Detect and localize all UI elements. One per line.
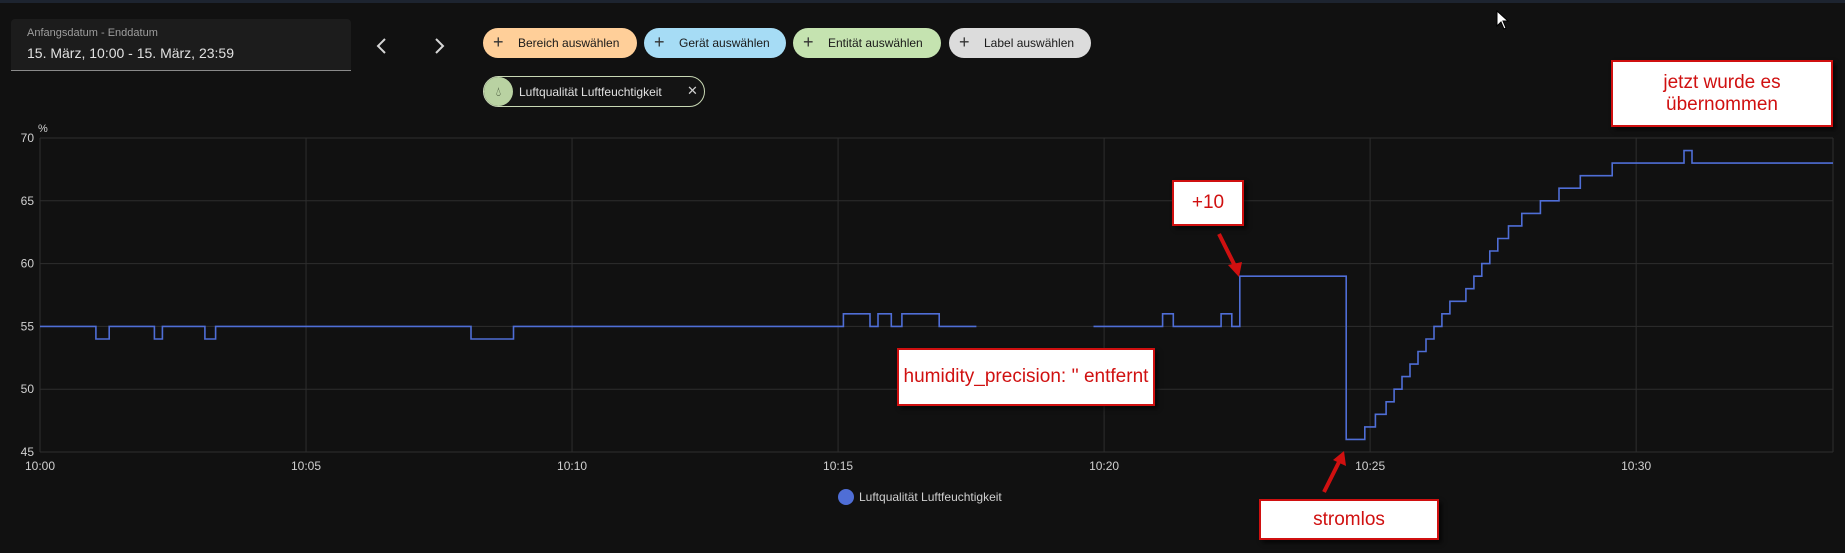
x-tick-label: 10:25 bbox=[1355, 459, 1385, 473]
legend-marker bbox=[838, 489, 854, 505]
x-tick-label: 10:30 bbox=[1621, 459, 1651, 473]
annotation-arrows bbox=[1217, 233, 1346, 493]
selected-entity-label: Luftqualität Luftfeuchtigkeit bbox=[519, 85, 662, 99]
legend[interactable]: Luftqualität Luftfeuchtigkeit bbox=[838, 489, 1002, 505]
y-tick-label: 70 bbox=[21, 131, 35, 145]
plus-icon: + bbox=[493, 32, 504, 52]
arrow-plus10 bbox=[1217, 233, 1238, 269]
select-entity-chip[interactable]: + Entität auswählen bbox=[793, 28, 941, 58]
y-tick-label: 50 bbox=[21, 382, 35, 396]
plus-icon: + bbox=[803, 32, 814, 52]
annotation-stromlos: stromlos bbox=[1259, 499, 1439, 540]
x-tick-label: 10:05 bbox=[291, 459, 321, 473]
annotation-plus10: +10 bbox=[1172, 180, 1244, 226]
chip-label: Label auswählen bbox=[984, 36, 1075, 50]
y-axis: 45 50 55 60 65 70 bbox=[21, 131, 35, 459]
y-tick-label: 60 bbox=[21, 257, 35, 271]
y-axis-unit: % bbox=[38, 123, 48, 135]
y-tick-label: 65 bbox=[21, 194, 35, 208]
top-border bbox=[0, 0, 1845, 3]
chip-label: Bereich auswählen bbox=[518, 36, 620, 50]
series-line bbox=[1093, 149, 1833, 441]
chip-label: Gerät auswählen bbox=[679, 36, 770, 50]
y-tick-label: 45 bbox=[21, 445, 35, 459]
arrow-stromlos-head bbox=[1333, 451, 1346, 466]
annotation-humidity-precision: humidity_precision: '' entfernt bbox=[897, 348, 1155, 406]
arrow-stromlos bbox=[1322, 459, 1342, 493]
mouse-cursor-icon bbox=[1496, 10, 1510, 30]
select-area-chip[interactable]: + Bereich auswählen bbox=[483, 28, 637, 58]
x-tick-label: 10:20 bbox=[1089, 459, 1119, 473]
water-percent-icon: 💧︎ bbox=[484, 77, 513, 106]
date-range-value: 15. März, 10:00 - 15. März, 23:59 bbox=[27, 45, 234, 61]
x-axis: 10:00 10:05 10:10 10:15 10:20 10:25 10:30 bbox=[25, 459, 1651, 473]
chevron-right-icon bbox=[435, 38, 445, 54]
x-tick-label: 10:10 bbox=[557, 459, 587, 473]
humidity-series bbox=[40, 149, 1833, 441]
plus-icon: + bbox=[959, 32, 970, 52]
x-tick-label: 10:15 bbox=[823, 459, 853, 473]
plus-icon: + bbox=[654, 32, 665, 52]
chip-label: Entität auswählen bbox=[828, 36, 923, 50]
previous-period-button[interactable] bbox=[366, 30, 398, 62]
close-icon[interactable]: ✕ bbox=[687, 83, 698, 98]
select-device-chip[interactable]: + Gerät auswählen bbox=[644, 28, 786, 58]
selected-entity-chip[interactable]: 💧︎ Luftqualität Luftfeuchtigkeit ✕ bbox=[483, 76, 705, 107]
date-range-picker[interactable]: Anfangsdatum - Enddatum 15. März, 10:00 … bbox=[11, 19, 351, 71]
select-label-chip[interactable]: + Label auswählen bbox=[949, 28, 1091, 58]
date-range-label: Anfangsdatum - Enddatum bbox=[27, 27, 158, 39]
arrow-plus10-head bbox=[1228, 262, 1242, 277]
legend-label: Luftqualität Luftfeuchtigkeit bbox=[859, 490, 1002, 504]
annotation-now-applied: jetzt wurde es übernommen bbox=[1611, 60, 1833, 127]
chevron-left-icon bbox=[376, 38, 386, 54]
y-tick-label: 55 bbox=[21, 319, 35, 333]
next-period-button[interactable] bbox=[423, 30, 455, 62]
x-tick-label: 10:00 bbox=[25, 459, 55, 473]
series-line bbox=[40, 312, 977, 340]
